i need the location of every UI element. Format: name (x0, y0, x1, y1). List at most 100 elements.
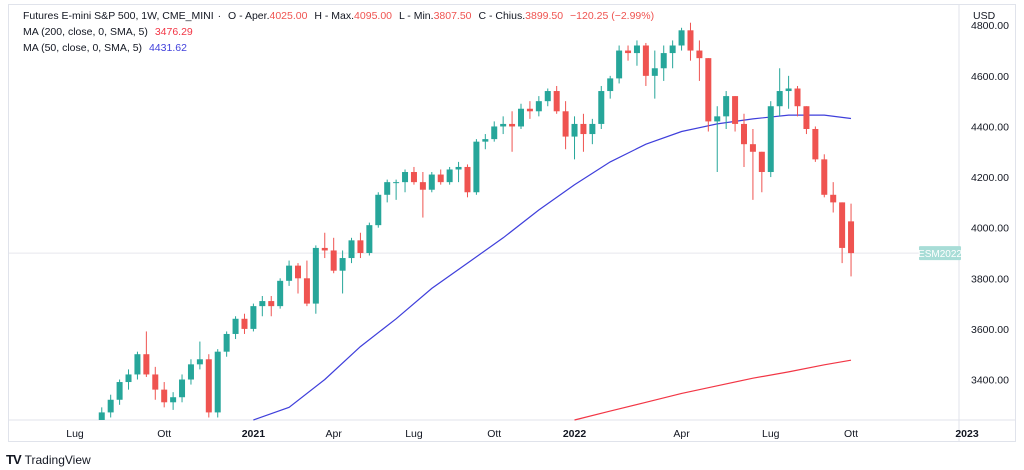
candle-body (633, 45, 640, 54)
candle-body (482, 139, 489, 142)
candle-body (143, 354, 150, 375)
symbol-legend: Futures E-mini S&P 500, 1W, CME_MINI · O … (23, 10, 655, 22)
x-tick-label: 2023 (955, 428, 979, 440)
candle-body (562, 111, 569, 137)
x-tick-label: Ott (844, 428, 858, 440)
candle-body (553, 91, 560, 112)
low-value: 3807.50 (433, 10, 472, 22)
ma50-value: 4431.62 (148, 42, 187, 54)
candle-body (589, 123, 596, 135)
candle-body (705, 58, 712, 122)
candle-body (678, 30, 685, 46)
candle-body (277, 280, 284, 307)
close-value: 3899.50 (525, 10, 564, 22)
candle-body (348, 240, 355, 259)
candle-body (526, 108, 533, 112)
ma50-legend[interactable]: MA (50, close, 0, SMA, 5) 4431.62 (23, 41, 191, 55)
candle-body (776, 91, 783, 107)
currency-label: USD (973, 10, 996, 22)
y-tick-label: 3600.00 (971, 324, 1009, 336)
candle-body (758, 151, 765, 173)
candle-body (152, 374, 159, 390)
candle-body (473, 141, 480, 193)
low-label: L - Min. (398, 10, 434, 22)
candle-body (741, 123, 747, 145)
candle-body (125, 374, 132, 383)
candle-body (518, 108, 524, 127)
y-tick-label: 4200.00 (971, 172, 1009, 184)
price-chart[interactable]: 3400.00 3600.00 3800.00 4000.00 4200.00 4400.… (9, 5, 1015, 441)
x-tick-label: Lug (762, 428, 780, 440)
candle-body (250, 306, 257, 329)
candle-body (821, 159, 828, 195)
candle-body (642, 45, 649, 76)
candle-body (455, 166, 462, 170)
x-tick-label: Ott (157, 428, 171, 440)
candle-body (669, 45, 676, 54)
open-label: O - Aper. (228, 10, 270, 22)
candle-body (259, 301, 266, 307)
high-label: H - Max. (314, 10, 355, 22)
candle-body (794, 88, 801, 107)
ma200-label: MA (200, close, 0, SMA, 5) (23, 26, 148, 38)
candle-body (339, 258, 346, 271)
chart-frame[interactable]: 3400.00 3600.00 3800.00 4000.00 4200.00 4400.… (8, 4, 1016, 442)
candle-body (651, 68, 658, 76)
candle-body (402, 172, 409, 183)
candle-body (580, 123, 587, 135)
ma50-line (253, 114, 852, 421)
candle-body (839, 202, 846, 248)
candle-body (179, 379, 186, 398)
candle-body (410, 172, 417, 183)
candle-body (196, 359, 203, 365)
candle-body (625, 50, 632, 54)
candle-body (107, 399, 114, 413)
candle-body (205, 359, 212, 413)
candle-body (464, 166, 471, 193)
candle-body (223, 333, 230, 352)
candle-body (366, 225, 373, 253)
ma200-value: 3476.29 (154, 26, 193, 38)
x-tick-label: Apr (673, 428, 690, 440)
price-label-text: ESM2022 (918, 249, 962, 260)
candle-body (232, 318, 239, 334)
y-tick-label: 4800.00 (971, 20, 1009, 32)
candle-body (419, 182, 426, 190)
candle-body (598, 91, 605, 124)
y-tick-label: 3800.00 (971, 273, 1009, 285)
candle-body (312, 247, 319, 304)
candle-body (295, 265, 301, 279)
candle-body (134, 354, 141, 375)
candle-body (384, 182, 391, 195)
candle-body (393, 182, 400, 184)
candle-body (286, 265, 293, 281)
candle-body (714, 116, 721, 122)
candle-body (330, 250, 337, 271)
candle-body (660, 53, 667, 69)
close-label: C - Chius. (478, 10, 526, 22)
candle-body (767, 106, 774, 173)
tradingview-logo-icon: TV (6, 452, 22, 467)
ma50-label: MA (50, close, 0, SMA, 5) (23, 42, 143, 54)
candle-body (321, 247, 328, 251)
open-value: 4025.00 (269, 10, 308, 22)
candle-body (428, 174, 435, 190)
y-tick-label: 4600.00 (971, 71, 1009, 83)
candle-body (607, 78, 614, 92)
candle-body (803, 106, 810, 129)
candle-body (616, 50, 623, 79)
candle-body (357, 240, 364, 253)
candle-body (500, 123, 507, 127)
ma200-legend[interactable]: MA (200, close, 0, SMA, 5) 3476.29 (23, 25, 197, 39)
candle-body (509, 123, 516, 127)
candle-body (687, 30, 694, 51)
x-tick-label: Apr (326, 428, 343, 440)
candle-body (848, 221, 855, 254)
candle-body (241, 318, 248, 329)
x-tick-label: Ott (487, 428, 501, 440)
candle-body (491, 126, 498, 140)
footer: TV TradingView (6, 452, 91, 467)
x-tick-label: 2021 (242, 428, 266, 440)
candle-body (170, 397, 177, 403)
candle-body (785, 88, 792, 92)
